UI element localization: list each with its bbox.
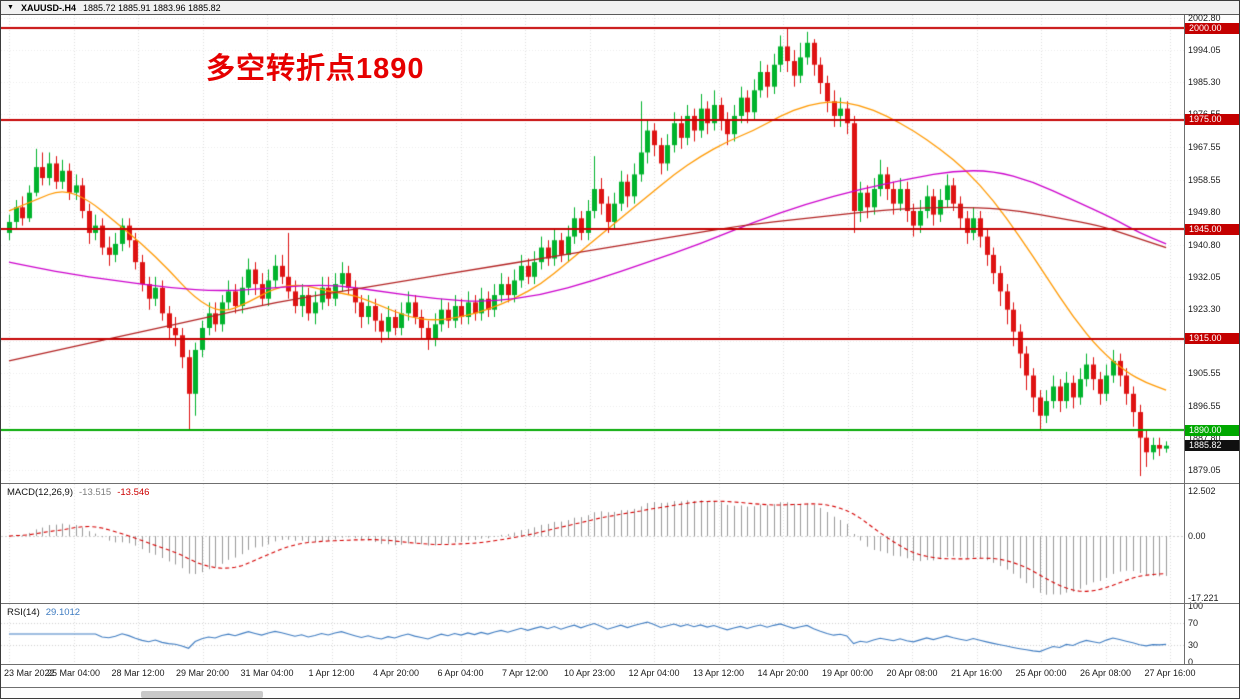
scrollbar-thumb[interactable] bbox=[141, 691, 263, 698]
price-axis-label: 1985.30 bbox=[1188, 76, 1221, 87]
time-axis-label: 29 Mar 20:00 bbox=[175, 668, 230, 678]
time-axis-label: 27 Apr 16:00 bbox=[1144, 668, 1196, 678]
price-line-badge: 2000.00 bbox=[1185, 22, 1239, 34]
bottom-scrollbar-area bbox=[1, 688, 1239, 698]
macd-indicator-canvas[interactable] bbox=[1, 484, 1184, 603]
rsi-axis-label: 0 bbox=[1188, 657, 1194, 667]
price-axis-label: 1896.55 bbox=[1188, 401, 1221, 412]
price-line-badge: 1945.00 bbox=[1185, 223, 1239, 235]
dropdown-triangle-icon[interactable]: ▼ bbox=[7, 3, 14, 11]
price-axis-border bbox=[1184, 15, 1185, 664]
time-axis-label: 6 Apr 04:00 bbox=[437, 668, 484, 678]
time-axis-label: 21 Apr 16:00 bbox=[950, 668, 1003, 678]
macd-rsi-separator bbox=[1, 603, 1239, 604]
symbol-timeframe-label: XAUUSD-.H4 bbox=[20, 2, 76, 13]
time-axis-label: 1 Apr 12:00 bbox=[308, 668, 355, 678]
time-axis-label: 28 Mar 12:00 bbox=[111, 668, 165, 678]
ohlc-values-label: 1885.72 1885.91 1883.96 1885.82 bbox=[82, 2, 221, 13]
time-axis-label: 25 Mar 04:00 bbox=[46, 668, 101, 678]
rsi-axis-label: 30 bbox=[1188, 640, 1199, 651]
timeaxis-bottom-separator bbox=[1, 687, 1239, 688]
main-macd-separator bbox=[1, 483, 1239, 484]
price-axis-label: 1940.80 bbox=[1188, 239, 1221, 250]
rsi-axis-label: 100 bbox=[1188, 601, 1204, 611]
price-axis-label: 1905.55 bbox=[1188, 368, 1221, 379]
rsi-axis-label: 70 bbox=[1188, 617, 1199, 628]
price-axis-label: 1879.05 bbox=[1188, 465, 1221, 476]
rsi-indicator-canvas[interactable] bbox=[1, 604, 1184, 664]
price-axis-label: 1994.05 bbox=[1188, 44, 1221, 55]
time-axis-label: 12 Apr 04:00 bbox=[628, 668, 680, 678]
price-axis-label: 2002.80 bbox=[1188, 12, 1221, 23]
current-price-badge: 1885.82 bbox=[1185, 440, 1239, 452]
time-axis-label: 7 Apr 12:00 bbox=[501, 668, 549, 678]
time-axis-label: 19 Apr 00:00 bbox=[821, 668, 874, 678]
macd-title: MACD(12,26,9) bbox=[7, 487, 73, 498]
time-axis-label: 25 Apr 00:00 bbox=[1015, 668, 1067, 678]
macd-pane-label: MACD(12,26,9) -13.515 -13.546 bbox=[7, 487, 149, 498]
macd-axis-label: -17.221 bbox=[1188, 593, 1219, 604]
price-axis-label: 1976.55 bbox=[1188, 109, 1221, 119]
rsi-value: 29.1012 bbox=[45, 607, 81, 618]
price-axis-label: 1958.55 bbox=[1188, 174, 1221, 185]
price-line-badge: 1915.00 bbox=[1185, 333, 1239, 345]
price-axis-label: 1932.05 bbox=[1188, 271, 1221, 282]
time-axis-label: 10 Apr 23:00 bbox=[563, 668, 616, 678]
price-axis-label: 1967.55 bbox=[1188, 141, 1221, 152]
price-axis-label: 1887.80 bbox=[1188, 433, 1221, 444]
time-axis-label: 23 Mar 2022 bbox=[4, 668, 55, 678]
time-axis-label: 20 Apr 08:00 bbox=[886, 668, 938, 678]
rsi-title: RSI(14) bbox=[7, 607, 40, 618]
price-axis-label: 1923.30 bbox=[1188, 303, 1221, 314]
time-axis-label: 13 Apr 12:00 bbox=[692, 668, 745, 678]
time-axis-label: 26 Apr 08:00 bbox=[1079, 668, 1132, 678]
chart-annotation-text: 多空转折点1890 bbox=[206, 53, 425, 85]
chart-titlebar: ▼ XAUUSD-.H4 1885.72 1885.91 1883.96 188… bbox=[1, 1, 1239, 15]
macd-axis-label: 12.502 bbox=[1188, 486, 1216, 497]
time-axis-label: 14 Apr 20:00 bbox=[757, 668, 809, 678]
price-axis-label: 1949.80 bbox=[1188, 206, 1221, 217]
rsi-timeaxis-separator bbox=[1, 664, 1239, 665]
macd-signal-value: -13.546 bbox=[117, 487, 150, 498]
candlestick-chart-canvas[interactable] bbox=[1, 15, 1184, 483]
price-line-badge: 1975.00 bbox=[1185, 114, 1239, 126]
time-axis-label: 31 Mar 04:00 bbox=[240, 668, 294, 678]
price-line-badge: 1890.00 bbox=[1185, 424, 1239, 436]
macd-main-value: -13.515 bbox=[79, 487, 112, 498]
time-axis-label: 4 Apr 20:00 bbox=[372, 668, 420, 678]
macd-axis-label: 0.00 bbox=[1188, 531, 1206, 542]
rsi-pane-label: RSI(14) 29.1012 bbox=[7, 607, 80, 618]
